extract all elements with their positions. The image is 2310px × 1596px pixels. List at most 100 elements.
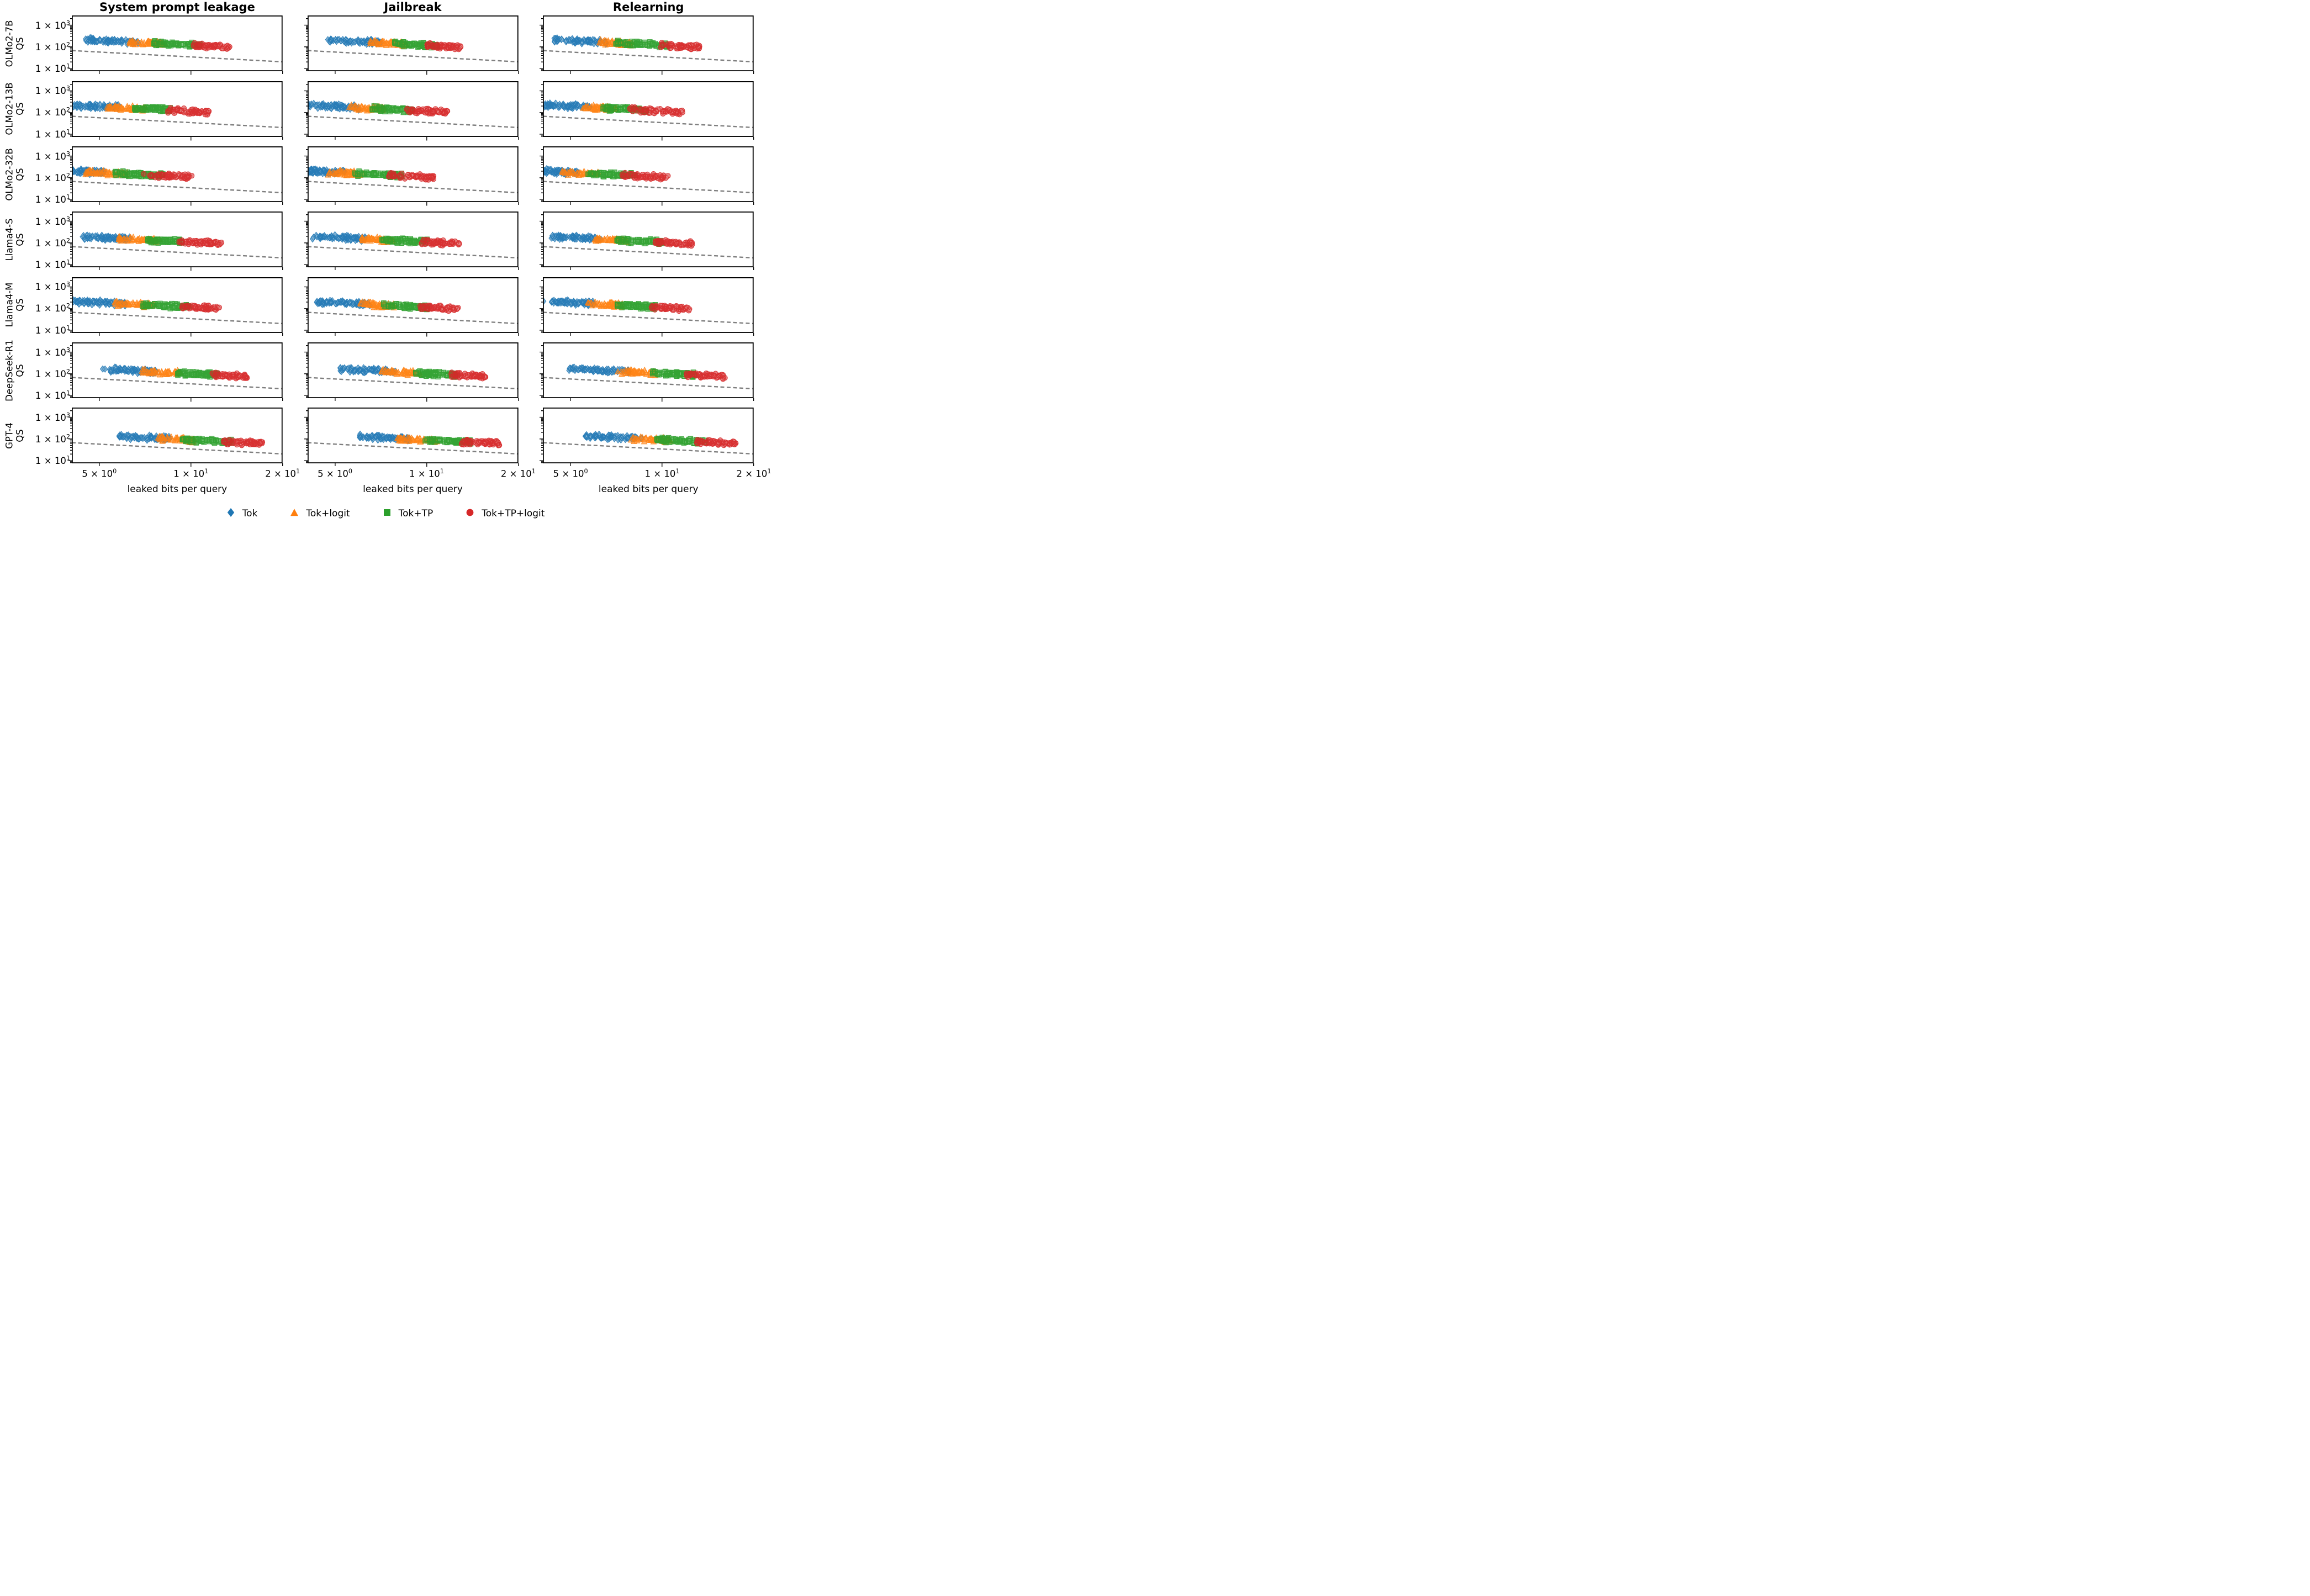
scatter-series-tok-tp-logit [417, 302, 461, 314]
row-label-olmo2-7b: OLMo2-7B QS [4, 20, 25, 67]
panel-border [307, 277, 519, 333]
axis-ticks [540, 345, 754, 402]
scatter-series-tok-tp-logit [385, 170, 436, 183]
reference-dashed-line [307, 115, 519, 128]
y-tick-label: 1 × 102 [35, 433, 70, 445]
row-label-model: OLMo2-7B [4, 20, 15, 67]
panel-border [543, 15, 754, 72]
y-tick-label: 1 × 101 [35, 258, 70, 271]
panel-data-area [543, 165, 754, 194]
scatter-series-tok-tp-logit [648, 303, 693, 314]
panel-data-area [307, 296, 519, 324]
reference-dashed-line [543, 50, 754, 63]
scatter-series-tok-tp-logit [165, 104, 212, 118]
y-tick-label: 1 × 101 [35, 324, 70, 336]
axis-ticks [68, 410, 283, 467]
axis-ticks [540, 279, 754, 337]
axis-ticks [68, 279, 283, 337]
y-tick-label: 1 × 102 [35, 172, 70, 183]
reference-dashed-line [307, 181, 519, 194]
legend-label: Tok+TP+logit [482, 508, 545, 519]
column-title-system-prompt-leakage: System prompt leakage [99, 1, 255, 14]
panel-data-area [307, 363, 519, 390]
y-tick-label: 1 × 102 [35, 368, 70, 379]
y-tick-label: 1 × 103 [35, 19, 70, 31]
row-label-metric: QS [14, 102, 25, 115]
panel-border [307, 15, 519, 72]
legend-item-tok-logit: Tok+logit [289, 508, 350, 520]
axis-ticks [68, 83, 283, 141]
scatter-series-tok-tp-logit [141, 171, 195, 182]
row-label-metric: QS [14, 233, 25, 246]
column-title-jailbreak: Jailbreak [384, 1, 442, 14]
scatter-series-tok-tp-logit [619, 170, 671, 183]
scatter-series-tok-tp-logit [627, 104, 686, 117]
tok-diamond-icon [226, 508, 236, 520]
scatter-series-tok-tp-logit [424, 40, 463, 52]
panel-deepseek-r1-col2 [540, 342, 754, 402]
legend-item-tok-tp: Tok+TP [382, 508, 433, 520]
axis-ticks [68, 18, 283, 75]
panel-data-area [307, 430, 519, 455]
legend: Tok Tok+logit Tok+TP Tok+TP+logit [0, 508, 770, 520]
x-tick-label: 5 × 100 [553, 468, 588, 479]
axis-ticks [304, 18, 519, 75]
scatter-series-tok-logit [378, 366, 423, 378]
axis-ticks [540, 214, 754, 271]
x-tick-label: 5 × 100 [82, 468, 117, 479]
y-tick-label: 1 × 103 [35, 346, 70, 358]
axis-ticks [68, 214, 283, 271]
panel-olmo2-7b-col0 [68, 15, 283, 75]
y-tick-label: 1 × 103 [35, 281, 70, 293]
y-tick-label: 1 × 102 [35, 237, 70, 249]
row-label-metric: QS [14, 37, 25, 50]
row-label-model: DeepSeek-R1 [4, 339, 15, 401]
reference-dashed-line [307, 311, 519, 324]
scatter-series-tok-tp-logit [179, 302, 223, 313]
panel-data-area [543, 99, 754, 128]
reference-dashed-line [72, 181, 283, 194]
row-label-metric: QS [14, 429, 25, 442]
row-label-deepseek-r1: DeepSeek-R1 QS [4, 339, 25, 401]
panel-olmo2-32b-col2 [540, 146, 754, 206]
scatter-series-tok-tp-logit [220, 437, 266, 448]
panel-data-area [72, 34, 283, 63]
panel-llama4-s-col0 [68, 212, 283, 271]
reference-dashed-line [72, 50, 283, 63]
reference-dashed-line [72, 442, 283, 455]
x-tick-label: 2 × 101 [500, 468, 536, 479]
panel-olmo2-32b-col0 [68, 146, 283, 206]
legend-label: Tok+logit [306, 508, 350, 519]
scatter-series-tok-tp [613, 38, 670, 51]
legend-item-tok: Tok [226, 508, 257, 520]
x-axis-label: leaked bits per query [127, 484, 228, 495]
row-label-olmo2-32b: OLMo2-32B QS [4, 148, 25, 200]
reference-dashed-line [307, 442, 519, 455]
panel-llama4-m-col2 [540, 277, 754, 337]
panel-gpt-4-col1 [304, 408, 519, 467]
axis-ticks [304, 214, 519, 271]
reference-dashed-line [543, 311, 754, 324]
panel-border [71, 342, 283, 398]
reference-dashed-line [72, 377, 283, 390]
panel-gpt-4-col0 [68, 408, 283, 467]
y-tick-label: 1 × 103 [35, 215, 70, 227]
panel-border [543, 408, 754, 464]
reference-dashed-line [307, 377, 519, 390]
reference-dashed-line [72, 311, 283, 324]
scatter-series-tok-tp-logit [653, 237, 695, 249]
panel-data-area [72, 231, 283, 259]
reference-dashed-line [307, 246, 519, 259]
scatter-series-tok-tp-logit [176, 237, 225, 249]
row-label-model: OLMo2-13B [4, 82, 15, 135]
panel-border [71, 146, 283, 202]
y-tick-label: 1 × 102 [35, 41, 70, 52]
row-label-model: GPT-4 [4, 422, 15, 449]
panel-data-area [72, 431, 283, 455]
row-label-llama4-s: Llama4-S QS [4, 218, 25, 261]
panel-border [71, 81, 283, 137]
panel-olmo2-13b-col2 [540, 81, 754, 141]
axis-ticks [540, 18, 754, 75]
x-tick-label: 2 × 101 [265, 468, 300, 479]
scatter-series-tok-logit [139, 365, 184, 378]
